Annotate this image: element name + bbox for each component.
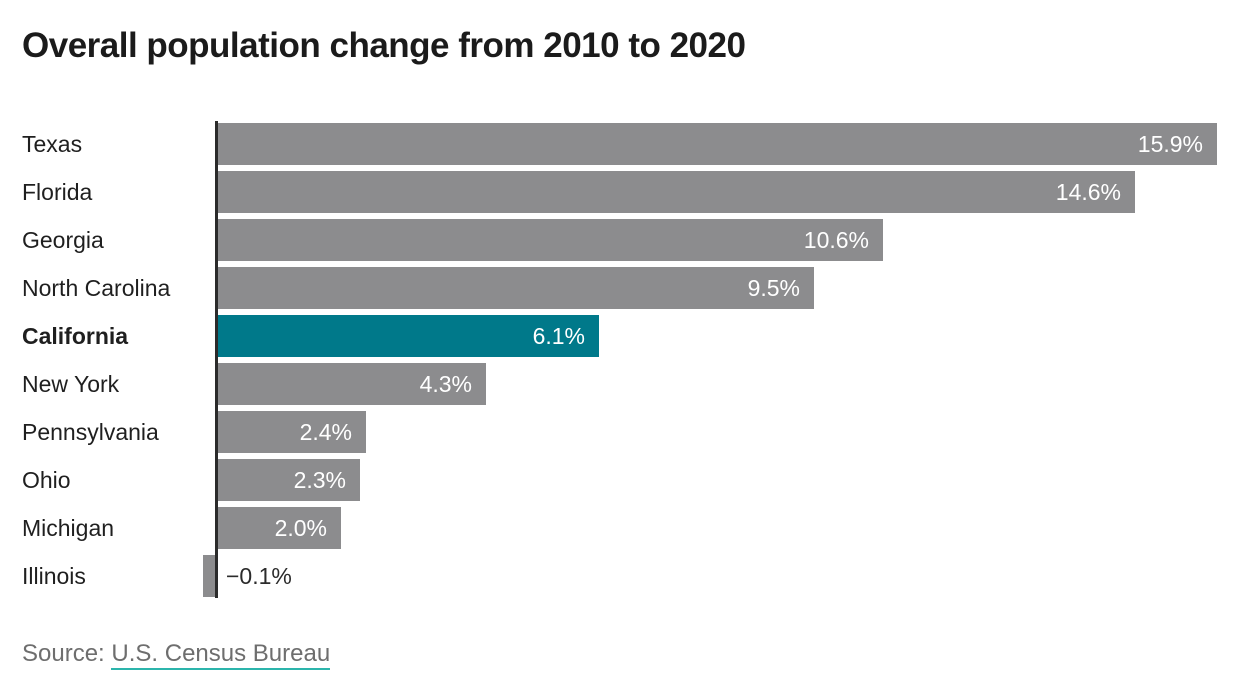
bar: 2.0% <box>215 507 341 549</box>
bar: 15.9% <box>215 123 1217 165</box>
bar-row: California 6.1% <box>0 312 1240 360</box>
category-label: Pennsylvania <box>22 419 159 445</box>
bar-value-label: 4.3% <box>419 371 472 397</box>
category-label: Illinois <box>22 563 86 589</box>
category-label: Florida <box>22 179 93 205</box>
source-prefix-label: Source: <box>22 640 112 667</box>
bar: 2.4% <box>215 411 366 453</box>
category-label: Ohio <box>22 467 71 493</box>
category-label: North Carolina <box>22 275 171 301</box>
source-line: Source: U.S. Census Bureau <box>22 640 331 670</box>
bar-row: Texas 15.9% <box>0 120 1240 168</box>
bar-value-label: 2.4% <box>299 419 352 445</box>
source-link[interactable]: U.S. Census Bureau <box>111 640 331 670</box>
bar: 9.5% <box>215 267 814 309</box>
bar-value-label: 10.6% <box>803 227 869 253</box>
bar-row: Michigan 2.0% <box>0 504 1240 552</box>
category-label: California <box>22 323 129 349</box>
bar-chart-plot-area: Texas 15.9% Florida 14.6% Georgia 10.6% North … <box>0 120 1240 600</box>
bar-value-label: 2.3% <box>293 467 346 493</box>
bar-row: Florida 14.6% <box>0 168 1240 216</box>
bar-value-label: 2.0% <box>274 515 327 541</box>
bar: 14.6% <box>215 171 1135 213</box>
bar-value-label: −0.1% <box>226 563 292 589</box>
bar: 10.6% <box>215 219 883 261</box>
y-axis-line <box>215 121 218 598</box>
bar-value-label: 14.6% <box>1055 179 1121 205</box>
bar-row: Ohio 2.3% <box>0 456 1240 504</box>
bar-value-label: 15.9% <box>1137 131 1203 157</box>
bar-row: New York 4.3% <box>0 360 1240 408</box>
category-label: Michigan <box>22 515 115 541</box>
bar <box>203 555 215 597</box>
bar-value-label: 6.1% <box>532 323 585 349</box>
bar-row: Illinois −0.1% <box>0 552 1240 600</box>
bar: 2.3% <box>215 459 360 501</box>
bar: 4.3% <box>215 363 486 405</box>
bar-row: North Carolina 9.5% <box>0 264 1240 312</box>
category-label: Georgia <box>22 227 104 253</box>
category-label: Texas <box>22 131 83 157</box>
bar-row: Pennsylvania 2.4% <box>0 408 1240 456</box>
category-label: New York <box>22 371 120 397</box>
chart-title: Overall population change from 2010 to 2… <box>22 26 746 65</box>
bar: 6.1% <box>215 315 599 357</box>
bar-row: Georgia 10.6% <box>0 216 1240 264</box>
bar-value-label: 9.5% <box>747 275 800 301</box>
